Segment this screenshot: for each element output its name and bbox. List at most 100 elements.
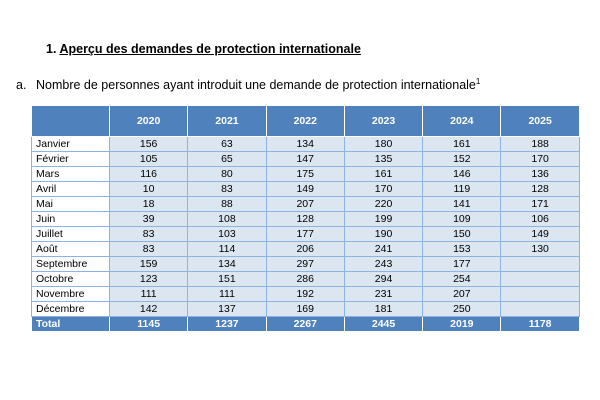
total-row: Total 1145 1237 2267 2445 2019 1178	[31, 316, 580, 332]
month-cell: Septembre	[31, 256, 110, 272]
value-cell: 136	[500, 166, 580, 182]
value-cell: 141	[422, 196, 502, 212]
section-heading: 1. Aperçu des demandes de protection int…	[46, 42, 361, 56]
value-cell: 243	[343, 256, 424, 272]
value-cell: 111	[108, 286, 189, 302]
value-cell: 254	[422, 271, 502, 287]
month-cell: Mars	[31, 166, 110, 182]
table-row: Décembre 142 137 169 181 250	[31, 301, 580, 317]
table-row: Mai 18 88 207 220 141 171	[31, 196, 580, 212]
value-cell: 171	[500, 196, 580, 212]
month-cell: Février	[31, 151, 110, 167]
value-cell: 207	[422, 286, 502, 302]
value-cell: 109	[422, 211, 502, 227]
value-cell: 80	[187, 166, 267, 182]
value-cell: 199	[343, 211, 424, 227]
value-cell: 134	[265, 136, 345, 152]
value-cell: 151	[187, 271, 267, 287]
value-cell: 108	[187, 211, 267, 227]
value-cell: 63	[187, 136, 267, 152]
value-cell: 181	[343, 301, 424, 317]
month-cell: Avril	[31, 181, 110, 197]
value-cell: 297	[265, 256, 345, 272]
value-cell: 149	[500, 226, 580, 242]
value-cell: 241	[343, 241, 424, 257]
value-cell: 156	[108, 136, 189, 152]
value-cell: 231	[343, 286, 424, 302]
value-cell: 169	[265, 301, 345, 317]
total-value-cell: 1178	[500, 316, 580, 332]
value-cell: 106	[500, 211, 580, 227]
value-cell: 105	[108, 151, 189, 167]
value-cell: 220	[343, 196, 424, 212]
total-label: Total	[31, 316, 110, 332]
value-cell: 114	[187, 241, 267, 257]
table-row: Juillet 83 103 177 190 150 149	[31, 226, 580, 242]
value-cell: 180	[343, 136, 424, 152]
value-cell: 65	[187, 151, 267, 167]
table-row: Janvier 156 63 134 180 161 188	[31, 136, 580, 152]
total-value-cell: 1237	[187, 316, 267, 332]
value-cell: 250	[422, 301, 502, 317]
value-cell: 207	[265, 196, 345, 212]
value-cell: 152	[422, 151, 502, 167]
value-cell: 190	[343, 226, 424, 242]
value-cell: 134	[187, 256, 267, 272]
value-cell: 175	[265, 166, 345, 182]
value-cell: 149	[265, 181, 345, 197]
header-year-cell: 2022	[265, 105, 345, 137]
value-cell: 83	[108, 241, 189, 257]
value-cell: 142	[108, 301, 189, 317]
value-cell: 146	[422, 166, 502, 182]
subsection-heading: a. Nombre de personnes ayant introduit un…	[16, 77, 481, 93]
value-cell	[500, 301, 580, 317]
value-cell: 116	[108, 166, 189, 182]
value-cell: 286	[265, 271, 345, 287]
value-cell	[500, 256, 580, 272]
value-cell: 135	[343, 151, 424, 167]
value-cell: 18	[108, 196, 189, 212]
value-cell	[500, 286, 580, 302]
value-cell: 161	[343, 166, 424, 182]
value-cell: 192	[265, 286, 345, 302]
month-cell: Décembre	[31, 301, 110, 317]
subsection-title: Nombre de personnes ayant introduit une …	[36, 78, 476, 92]
value-cell: 103	[187, 226, 267, 242]
footnote-marker: 1	[475, 77, 481, 86]
value-cell: 170	[500, 151, 580, 167]
value-cell: 128	[265, 211, 345, 227]
value-cell: 123	[108, 271, 189, 287]
value-cell: 150	[422, 226, 502, 242]
value-cell: 153	[422, 241, 502, 257]
table-row: Novembre 111 111 192 231 207	[31, 286, 580, 302]
value-cell: 83	[187, 181, 267, 197]
table-row: Février 105 65 147 135 152 170	[31, 151, 580, 167]
total-value-cell: 2445	[343, 316, 424, 332]
section-title: Aperçu des demandes de protection intern…	[59, 42, 361, 56]
section-number: 1.	[46, 42, 57, 56]
value-cell: 206	[265, 241, 345, 257]
total-value-cell: 1145	[108, 316, 189, 332]
total-value-cell: 2267	[265, 316, 345, 332]
value-cell: 10	[108, 181, 189, 197]
value-cell: 177	[422, 256, 502, 272]
table-row: Août 83 114 206 241 153 130	[31, 241, 580, 257]
table-body: Janvier 156 63 134 180 161 188 Février 105 65 147 1…	[31, 136, 580, 332]
value-cell: 147	[265, 151, 345, 167]
value-cell: 119	[422, 181, 502, 197]
value-cell: 188	[500, 136, 580, 152]
value-cell: 130	[500, 241, 580, 257]
header-corner-cell	[31, 105, 110, 137]
header-year-cell: 2025	[500, 105, 580, 137]
header-year-cell: 2024	[422, 105, 502, 137]
table-row: Mars 116 80 175 161 146 136	[31, 166, 580, 182]
table-row: Septembre 159 134 297 243 177	[31, 256, 580, 272]
value-cell: 159	[108, 256, 189, 272]
value-cell: 294	[343, 271, 424, 287]
subsection-letter: a.	[16, 78, 27, 92]
total-value-cell: 2019	[422, 316, 502, 332]
table-header-row: 2020 2021 2022 2023 2024 2025	[31, 105, 580, 137]
table-row: Octobre 123 151 286 294 254	[31, 271, 580, 287]
month-cell: Novembre	[31, 286, 110, 302]
value-cell: 111	[187, 286, 267, 302]
